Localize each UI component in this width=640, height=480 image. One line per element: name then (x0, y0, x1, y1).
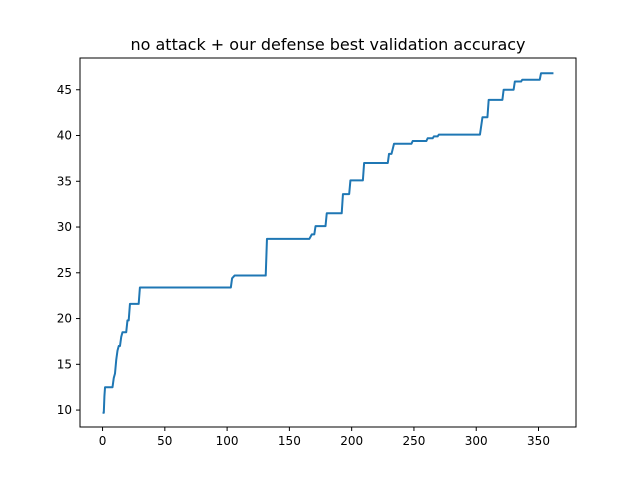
y-tick-label: 35 (57, 174, 72, 188)
y-tick-label: 30 (57, 220, 72, 234)
axes-frame (79, 57, 577, 428)
chart-title: no attack + our defense best validation … (130, 35, 525, 54)
x-tick-label: 0 (99, 434, 107, 448)
y-tick-label: 20 (57, 312, 72, 326)
x-tick-label: 150 (278, 434, 301, 448)
x-tick-label: 300 (465, 434, 488, 448)
x-tick-label: 50 (157, 434, 172, 448)
x-tick-label: 350 (527, 434, 550, 448)
y-tick-label: 45 (57, 83, 72, 97)
series-line-0 (102, 72, 554, 414)
x-tick-label: 250 (402, 434, 425, 448)
y-tick-label: 10 (57, 403, 72, 417)
plot-area: 0 50 100 150 200 250 300 350 10 15 20 25 30 35 40 45 (57, 57, 577, 448)
y-tick-label: 40 (57, 129, 72, 143)
x-tick-label: 100 (216, 434, 239, 448)
y-tick-label: 25 (57, 266, 72, 280)
x-tick-label: 200 (340, 434, 363, 448)
y-tick-label: 15 (57, 357, 72, 371)
